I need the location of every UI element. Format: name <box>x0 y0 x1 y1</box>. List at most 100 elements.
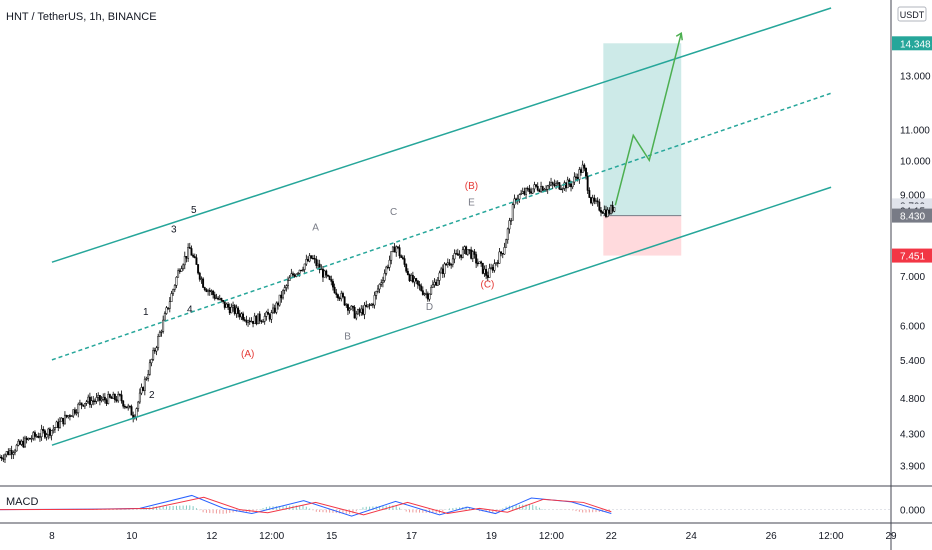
candle-body <box>93 400 96 402</box>
candle-body <box>488 268 491 278</box>
candle-body <box>113 393 116 400</box>
price-badge <box>892 36 932 51</box>
candle-body <box>282 290 284 299</box>
wave-label: 5 <box>191 205 197 216</box>
candle-body <box>613 207 616 212</box>
stop-zone <box>603 215 682 256</box>
candle-body <box>393 246 396 253</box>
candle-body <box>258 313 261 322</box>
candle-body <box>365 304 368 307</box>
candle-body <box>338 297 341 300</box>
candle-body <box>233 305 236 314</box>
candle-body <box>337 294 339 299</box>
candle-body <box>275 302 278 313</box>
candle-body <box>440 268 443 274</box>
candle-body <box>500 251 503 254</box>
candle-body <box>545 189 548 191</box>
candle-body <box>581 164 584 173</box>
candle-body <box>158 331 161 337</box>
candle-body <box>425 293 428 295</box>
candle-body <box>293 274 296 277</box>
candle-body <box>92 400 95 402</box>
candle-body <box>32 432 35 439</box>
candle-body <box>493 263 496 271</box>
candle-body <box>575 176 577 178</box>
candle-body <box>117 393 120 402</box>
candle-body <box>14 450 16 453</box>
candle-body <box>257 313 259 325</box>
candle-body <box>471 251 474 259</box>
candle-body <box>240 313 243 318</box>
candle-body <box>15 444 18 452</box>
candle-body <box>125 406 128 409</box>
candle-body <box>230 306 233 314</box>
candle-body <box>228 307 231 314</box>
candle-body <box>7 451 10 455</box>
candle-body <box>548 184 551 187</box>
candle-body <box>305 259 308 265</box>
candle-body <box>596 200 599 203</box>
candle-body <box>461 249 464 258</box>
candle-body <box>353 306 356 319</box>
candle-body <box>610 205 612 214</box>
candle-body <box>426 293 429 300</box>
candle-body <box>0 456 3 459</box>
candle-body <box>443 263 446 274</box>
candle-body <box>185 256 188 259</box>
candle-body <box>473 251 476 255</box>
candle-body <box>292 273 294 276</box>
candle-body <box>65 414 68 418</box>
candle-body <box>62 417 65 425</box>
candle-body <box>312 258 314 260</box>
candle-body <box>508 220 511 230</box>
candle-body <box>335 292 338 295</box>
candle-body <box>217 297 220 300</box>
candle-body <box>418 284 421 287</box>
candle-body <box>303 263 306 270</box>
time-tick-label: 29 <box>885 531 897 542</box>
candle-body <box>143 378 146 391</box>
wave-label: 4 <box>187 305 193 316</box>
candle-body <box>118 393 121 396</box>
candle-body <box>4 454 6 460</box>
candle-body <box>263 316 266 322</box>
candle-body <box>202 278 205 288</box>
candle-body <box>501 253 504 255</box>
candle-body <box>123 405 126 408</box>
candle-body <box>152 350 155 360</box>
candle-body <box>178 270 181 272</box>
candle-body <box>505 239 508 248</box>
candle-body <box>308 255 311 262</box>
price-tick-label: 7.000 <box>900 272 925 283</box>
candle-body <box>525 188 528 195</box>
candle-body <box>550 182 552 186</box>
candle-body <box>195 257 198 265</box>
time-tick-label: 12:00 <box>819 531 844 542</box>
candle-body <box>470 249 473 259</box>
candle-body <box>328 275 331 280</box>
candle-body <box>503 247 506 255</box>
channel-lines <box>51 7 832 446</box>
candle-body <box>265 311 268 317</box>
candle-body <box>75 412 78 414</box>
candle-body <box>390 251 393 261</box>
candle-body <box>430 287 433 295</box>
candle-body <box>207 290 210 292</box>
candle-body <box>330 279 333 282</box>
candle-body <box>327 274 329 277</box>
candle-body <box>130 406 133 416</box>
candle-body <box>366 304 369 307</box>
macd-panel: 0.000 <box>0 494 925 517</box>
time-tick-label: 10 <box>126 531 138 542</box>
candle-body <box>498 251 501 264</box>
forecast-path <box>614 33 682 206</box>
price-tick-label: 6.000 <box>900 322 925 333</box>
candle-body <box>220 297 223 301</box>
candle-body <box>571 181 574 188</box>
candle-body <box>253 315 256 324</box>
candle-body <box>242 313 245 320</box>
currency-label: USDT <box>900 10 925 20</box>
candle-body <box>483 268 486 274</box>
price-tick-label: 9.000 <box>900 190 925 201</box>
